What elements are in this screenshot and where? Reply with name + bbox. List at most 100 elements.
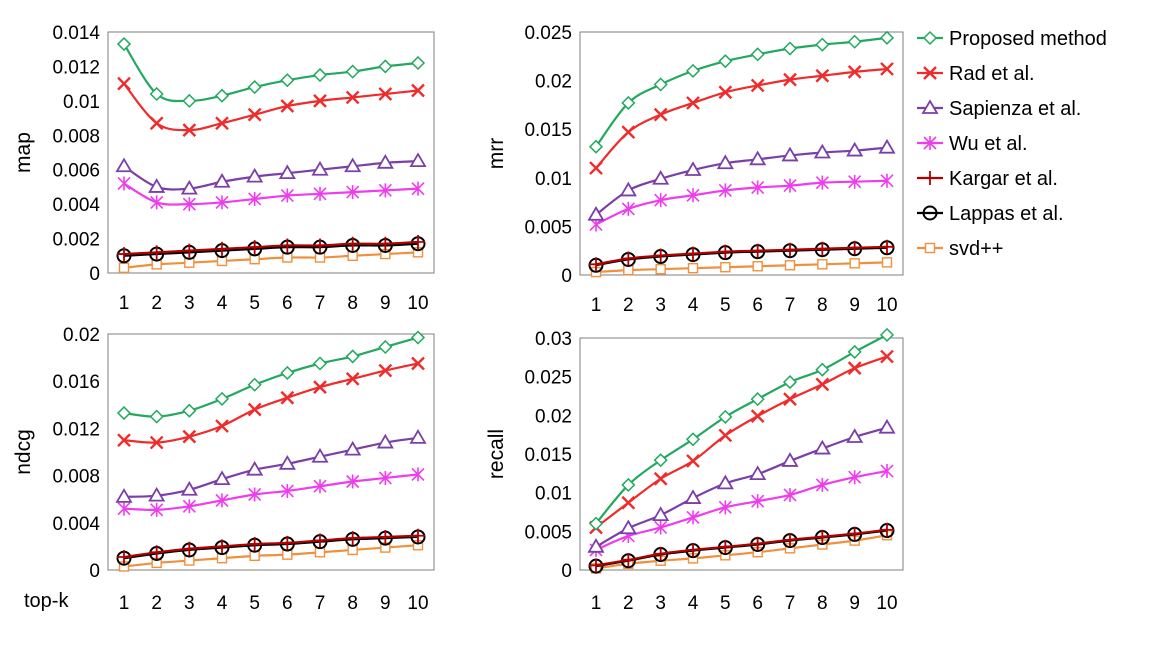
series-line [595,179,888,226]
data-point-marker [815,68,830,83]
data-point-marker [720,262,731,273]
data-point-marker [180,179,198,195]
chart-panel-ndcg: 0 0.004 0.008 0.012 0.016 0.02 1 2 3 4 5 6 7 8 9 10 ndcg [12,325,435,614]
data-point-marker [116,405,132,421]
data-point-marker [182,499,196,514]
data-point-marker [655,263,666,275]
data-point-marker [750,78,765,93]
data-point-marker [880,464,894,479]
y-tick-label: 0.025 [524,368,572,389]
x-tick-label: 1 [591,295,602,316]
legend-item: Proposed method [917,28,1107,50]
y-axis-label: recall [485,429,508,479]
y-tick-label: 0.015 [524,445,572,466]
data-point-marker [313,479,327,494]
legend-item: Lappas et al. [917,203,1064,225]
data-point-marker [345,349,360,364]
series-line [123,534,419,559]
series-line [595,261,888,274]
series-sapienza-et-al [115,152,427,195]
x-tick-label: 10 [407,593,428,614]
data-point-marker [149,435,164,450]
data-point-marker [815,477,829,492]
x-tick-label: 9 [380,593,391,614]
data-point-marker [685,432,701,447]
data-point-marker [311,447,329,463]
data-point-marker [345,236,360,251]
data-point-marker [846,141,864,157]
data-point-marker [313,380,327,394]
y-tick-label: 0.02 [535,72,572,93]
data-point-marker [815,175,829,190]
data-point-marker [813,439,831,455]
data-point-marker [716,154,734,170]
data-point-marker [589,257,603,272]
data-point-marker [409,429,427,444]
legend-label: Wu et al. [949,133,1028,155]
data-point-marker [117,176,131,191]
x-tick-label: 6 [752,593,763,614]
data-point-marker [280,188,294,203]
data-point-marker [278,455,296,470]
plot-area-frame [107,31,435,274]
data-point-marker [783,72,797,87]
x-tick-label: 2 [151,593,162,614]
data-point-marker [182,93,197,108]
data-point-marker [686,188,700,203]
series-line [595,528,888,567]
data-point-marker [654,520,668,535]
data-point-marker [345,371,360,386]
data-point-marker [652,169,670,185]
data-point-marker [280,238,295,253]
legend-marker [923,171,937,185]
data-point-marker [718,54,733,69]
data-point-marker [378,183,392,198]
series-kargar-et-al [117,235,425,262]
x-tick-label: 2 [623,593,634,614]
data-point-marker [311,160,329,176]
data-point-marker [215,539,229,554]
series-line [595,529,888,568]
data-point-marker [150,195,164,210]
x-axis-label: top-k [24,590,69,612]
x-tick-label: 10 [407,293,428,314]
x-tick-label: 8 [347,593,358,614]
series-line [595,534,888,570]
x-tick-label: 7 [315,593,326,614]
legend-item: svd++ [917,238,1003,260]
series-proposed-method [116,36,426,108]
data-point-marker [751,180,765,195]
data-point-marker [148,486,166,502]
data-point-marker [117,550,131,565]
data-point-marker [847,344,862,359]
x-tick-label: 4 [217,593,228,614]
data-point-marker [213,470,231,486]
y-tick-label: 0.005 [524,522,572,543]
data-point-marker [653,453,668,468]
x-tick-label: 8 [817,593,828,614]
series-line [123,240,419,256]
data-point-marker [247,402,262,417]
data-point-marker [117,76,131,91]
y-tick-label: 0.01 [63,92,100,113]
data-point-marker [312,356,328,371]
data-point-marker [215,116,229,131]
data-point-marker [117,501,131,516]
data-point-marker [280,483,294,498]
data-point-marker [378,363,393,378]
legend-item: Rad et al. [917,63,1035,85]
data-point-marker [784,260,796,271]
y-tick-label: 0.004 [52,195,100,216]
data-point-marker [621,495,636,510]
y-tick-label: 0.014 [52,23,100,44]
data-point-marker [182,197,196,212]
series-line [123,160,419,191]
series-wu-et-al [589,173,894,232]
data-point-marker [750,243,765,258]
data-point-marker [247,107,262,122]
data-point-marker [815,37,830,52]
data-point-marker [149,545,164,560]
data-point-marker [751,494,765,509]
x-tick-label: 1 [591,593,602,614]
series-wu-et-al [117,467,425,517]
